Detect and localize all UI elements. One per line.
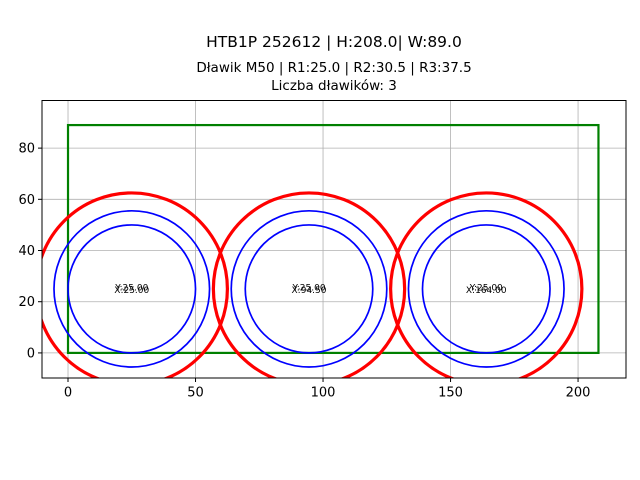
plot-subtitle-line1: Dławik M50 | R1:25.0 | R2:30.5 | R3:37.5 [196, 60, 471, 76]
gland-circle-r2 [230, 209, 388, 368]
x-tick-label: 200 [566, 386, 591, 401]
plot-subtitle-line2: Liczba dławików: 3 [271, 78, 397, 94]
shapes-layer [42, 123, 600, 378]
gland-label-x: X:164.00 [466, 286, 507, 296]
x-tick-label: 0 [64, 386, 72, 401]
y-tick-label: 40 [18, 244, 35, 259]
plot-title: HTB1P 252612 | H:208.0| W:89.0 [206, 33, 462, 51]
x-tick-label: 150 [438, 386, 463, 401]
gland-label-x: X:25.00 [114, 286, 149, 296]
gland-circle-r3 [211, 191, 407, 378]
x-tick-label: 50 [187, 386, 204, 401]
gland-circle-r2 [53, 209, 211, 368]
gland-circle-r1 [421, 224, 551, 354]
plate-outline [66, 123, 600, 355]
gland-circle-r1 [244, 224, 374, 354]
y-tick-label: 0 [27, 346, 35, 361]
y-tick-label: 80 [18, 142, 35, 157]
gland-label-y: Y:25.00 [291, 283, 325, 293]
x-tick-label: 100 [311, 386, 336, 401]
gland-circle-r3 [42, 191, 229, 378]
gland-label-y: Y:25.00 [469, 283, 503, 293]
axes-frame [41, 100, 627, 379]
gland-circle-r1 [67, 224, 197, 354]
y-tick-label: 60 [18, 193, 35, 208]
gland-label-y: Y:25.00 [114, 283, 148, 293]
gland-circle-r3 [389, 191, 584, 378]
y-tick-label: 20 [18, 295, 35, 310]
gland-circle-r2 [407, 209, 565, 368]
gland-label-x: X:94.50 [292, 286, 327, 296]
